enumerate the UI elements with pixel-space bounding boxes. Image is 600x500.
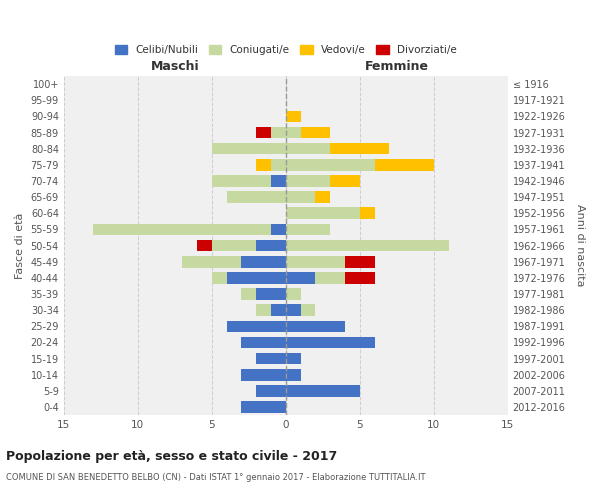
- Bar: [330, 175, 360, 187]
- Bar: [345, 272, 374, 283]
- Bar: [271, 175, 286, 187]
- Bar: [286, 175, 330, 187]
- Bar: [286, 192, 316, 203]
- Bar: [286, 143, 330, 154]
- Bar: [286, 353, 301, 364]
- Text: Popolazione per età, sesso e stato civile - 2017: Popolazione per età, sesso e stato civil…: [6, 450, 337, 463]
- Bar: [316, 192, 330, 203]
- Bar: [197, 240, 212, 252]
- Bar: [301, 304, 316, 316]
- Bar: [182, 256, 241, 268]
- Bar: [271, 159, 286, 170]
- Bar: [241, 288, 256, 300]
- Bar: [271, 126, 286, 138]
- Bar: [227, 320, 286, 332]
- Bar: [286, 240, 449, 252]
- Bar: [286, 336, 374, 348]
- Bar: [94, 224, 271, 235]
- Legend: Celibi/Nubili, Coniugati/e, Vedovi/e, Divorziati/e: Celibi/Nubili, Coniugati/e, Vedovi/e, Di…: [110, 40, 461, 59]
- Bar: [212, 143, 286, 154]
- Bar: [256, 159, 271, 170]
- Bar: [286, 126, 301, 138]
- Bar: [227, 192, 286, 203]
- Bar: [212, 240, 256, 252]
- Bar: [256, 304, 271, 316]
- Bar: [271, 304, 286, 316]
- Bar: [241, 402, 286, 413]
- Bar: [286, 385, 360, 396]
- Y-axis label: Anni di nascita: Anni di nascita: [575, 204, 585, 287]
- Bar: [286, 288, 301, 300]
- Y-axis label: Fasce di età: Fasce di età: [15, 212, 25, 279]
- Bar: [360, 208, 374, 219]
- Bar: [256, 385, 286, 396]
- Bar: [256, 126, 271, 138]
- Text: Femmine: Femmine: [365, 60, 429, 73]
- Bar: [301, 126, 330, 138]
- Bar: [256, 353, 286, 364]
- Bar: [212, 272, 227, 283]
- Bar: [330, 143, 389, 154]
- Bar: [286, 208, 360, 219]
- Bar: [286, 304, 301, 316]
- Bar: [374, 159, 434, 170]
- Bar: [256, 288, 286, 300]
- Bar: [241, 336, 286, 348]
- Bar: [227, 272, 286, 283]
- Bar: [345, 256, 374, 268]
- Bar: [286, 159, 374, 170]
- Bar: [256, 240, 286, 252]
- Bar: [286, 272, 316, 283]
- Bar: [286, 256, 345, 268]
- Bar: [286, 110, 301, 122]
- Text: COMUNE DI SAN BENEDETTO BELBO (CN) - Dati ISTAT 1° gennaio 2017 - Elaborazione T: COMUNE DI SAN BENEDETTO BELBO (CN) - Dat…: [6, 472, 425, 482]
- Text: Maschi: Maschi: [151, 60, 199, 73]
- Bar: [316, 272, 345, 283]
- Bar: [286, 369, 301, 380]
- Bar: [271, 224, 286, 235]
- Bar: [286, 224, 330, 235]
- Bar: [241, 369, 286, 380]
- Bar: [286, 320, 345, 332]
- Bar: [241, 256, 286, 268]
- Bar: [212, 175, 271, 187]
